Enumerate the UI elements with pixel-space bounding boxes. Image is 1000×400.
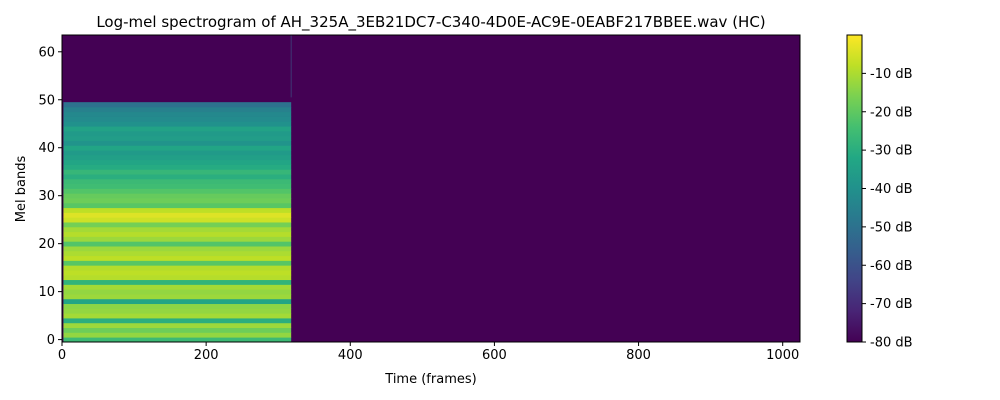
heatmap-cells [63, 35, 292, 343]
y-tick-label: 30 [38, 189, 55, 204]
heatmap-band [63, 106, 292, 113]
heatmap-band [63, 169, 292, 175]
x-tick-label: 1000 [766, 348, 799, 363]
heatmap-band [63, 322, 292, 329]
heatmap-band [63, 217, 292, 223]
heatmap-band [63, 212, 292, 218]
heatmap-band [63, 145, 292, 151]
heatmap-band [63, 126, 292, 132]
heatmap-band [63, 116, 292, 122]
heatmap-band [63, 318, 292, 324]
colorbar-ticks: -10 dB -20 dB -30 dB -40 dB -50 dB -60 dB -70 … [862, 67, 913, 351]
heatmap-band [63, 164, 292, 170]
heatmap-band [63, 250, 292, 257]
y-tick-label: 40 [38, 141, 55, 156]
y-tick-label: 20 [38, 237, 55, 252]
heatmap-band [63, 246, 292, 252]
colorbar-tick-label: -30 dB [870, 144, 913, 159]
heatmap-band [63, 231, 292, 237]
heatmap-band [63, 202, 292, 209]
heatmap-band [63, 222, 292, 228]
colorbar: -10 dB -20 dB -30 dB -40 dB -50 dB -60 dB -70 … [846, 34, 913, 351]
heatmap-band [63, 327, 292, 333]
heatmap-band [63, 188, 292, 194]
colorbar-tick-label: -50 dB [870, 220, 913, 235]
heatmap-band [63, 111, 292, 117]
x-tick-label: 0 [58, 348, 66, 363]
heatmap-band [63, 130, 292, 137]
heatmap-band [63, 308, 292, 314]
x-tick-label: 600 [482, 348, 507, 363]
heatmap-band [63, 174, 292, 180]
heatmap-band [63, 178, 292, 185]
colorbar-tick-label: -70 dB [870, 297, 913, 312]
heatmap-band [63, 226, 292, 233]
x-axis-label: Time (frames) [384, 372, 476, 387]
y-tick-label: 0 [47, 333, 55, 348]
heatmap-band [63, 270, 292, 276]
heatmap-band [63, 198, 292, 204]
heatmap-band [63, 154, 292, 161]
heatmap-band [63, 207, 292, 213]
colorbar-tick-label: -10 dB [870, 67, 913, 82]
colorbar-tick-label: -20 dB [870, 105, 913, 120]
heatmap-band [63, 279, 292, 285]
heatmap-band [63, 140, 292, 146]
y-tick-label: 10 [38, 285, 55, 300]
y-axis-label: Mel bands [14, 156, 29, 223]
heatmap-band [63, 313, 292, 319]
heatmap-band [63, 183, 292, 189]
heatmap-band [63, 289, 292, 295]
heatmap-band [63, 298, 292, 305]
heatmap-band [63, 303, 292, 309]
heatmap-band [63, 236, 292, 242]
x-axis: 0 200 400 600 800 1000 [58, 342, 799, 363]
heatmap-band [63, 159, 292, 165]
x-tick-label: 800 [626, 348, 651, 363]
heatmap-band [63, 260, 292, 266]
heatmap-band [63, 265, 292, 271]
heatmap-band [63, 241, 292, 247]
chart-title: Log-mel spectrogram of AH_325A_3EB21DC7-… [96, 13, 765, 32]
y-tick-label: 60 [38, 45, 55, 60]
heatmap-band [63, 193, 292, 199]
plot-frame [61, 34, 801, 343]
plot-area [61, 34, 801, 343]
y-axis: 0 10 20 30 40 50 60 [38, 45, 62, 348]
heatmap-band [63, 294, 292, 300]
heatmap-band [63, 337, 292, 343]
heatmap-band [63, 121, 292, 127]
heatmap-band [63, 135, 292, 141]
heatmap-band [63, 274, 292, 281]
colorbar-tick-label: -40 dB [870, 182, 913, 197]
heatmap-band [63, 332, 292, 338]
colorbar-tick-label: -60 dB [870, 259, 913, 274]
heatmap-band [63, 150, 292, 156]
colorbar-tick-label: -80 dB [870, 336, 913, 351]
heatmap-band [63, 102, 292, 108]
heatmap-band [63, 284, 292, 290]
x-tick-label: 400 [338, 348, 363, 363]
heatmap-band [63, 255, 292, 261]
colorbar-gradient [846, 34, 863, 343]
x-tick-label: 200 [194, 348, 219, 363]
y-tick-label: 50 [38, 93, 55, 108]
